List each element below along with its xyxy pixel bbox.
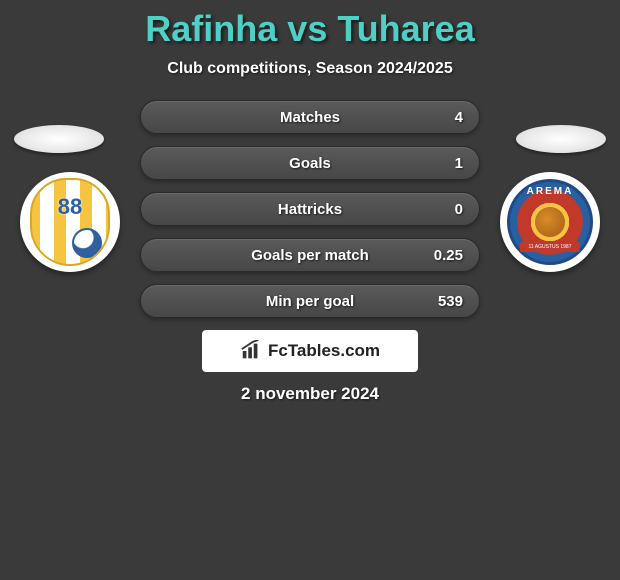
lion-icon: [535, 207, 565, 237]
club-crest-right: AREMA 11 AGUSTUS 1987: [507, 179, 593, 265]
stat-label: Goals per match: [157, 247, 433, 264]
crest-arc-text: AREMA: [510, 186, 590, 197]
date-label: 2 november 2024: [0, 384, 620, 404]
stat-label: Hattricks: [157, 201, 433, 218]
stat-row: Matches 4: [140, 100, 480, 134]
stat-row: Min per goal 539: [140, 284, 480, 318]
stat-value: 0: [433, 201, 463, 218]
brand-badge: FcTables.com: [202, 330, 418, 372]
stat-label: Goals: [157, 155, 433, 172]
stat-row: Goals 1: [140, 146, 480, 180]
stat-label: Min per goal: [157, 293, 433, 310]
stat-row: Hattricks 0: [140, 192, 480, 226]
crest-number: 88: [32, 194, 108, 220]
club-badge-right: AREMA 11 AGUSTUS 1987: [500, 172, 600, 272]
club-crest-left: 88: [30, 178, 110, 266]
club-badge-left: 88: [20, 172, 120, 272]
page-subtitle: Club competitions, Season 2024/2025: [0, 60, 620, 78]
stats-list: Matches 4 Goals 1 Hattricks 0 Goals per …: [140, 100, 480, 318]
stat-value: 0.25: [433, 247, 463, 264]
soccer-ball-icon: [72, 228, 102, 258]
player-left-shadow: [14, 125, 104, 153]
stat-value: 4: [433, 109, 463, 126]
stat-value: 539: [433, 293, 463, 310]
crest-ribbon: 11 AGUSTUS 1987: [520, 242, 580, 252]
stat-label: Matches: [157, 109, 433, 126]
player-right-shadow: [516, 125, 606, 153]
stat-row: Goals per match 0.25: [140, 238, 480, 272]
page-title: Rafinha vs Tuharea: [0, 8, 620, 50]
crest-stripe: [40, 180, 54, 264]
chart-bar-icon: [240, 340, 262, 362]
stat-value: 1: [433, 155, 463, 172]
brand-text: FcTables.com: [268, 341, 380, 361]
